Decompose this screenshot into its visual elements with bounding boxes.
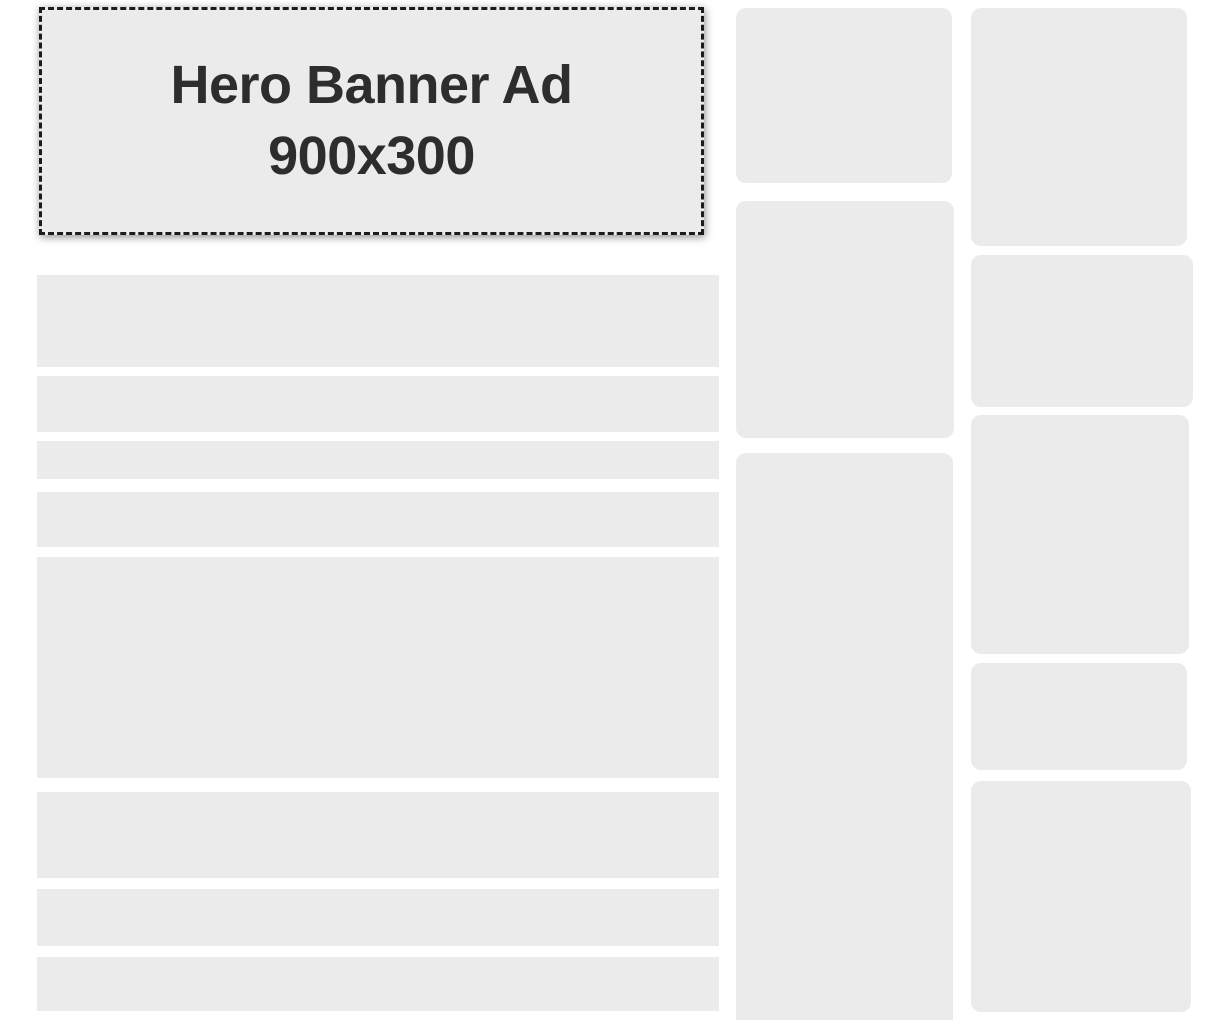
content-row-placeholder-3 [37,441,719,479]
content-row-placeholder-1 [37,275,719,367]
hero-banner-title: Hero Banner Ad [170,55,573,115]
right-card-placeholder-3 [971,415,1189,654]
right-card-placeholder-2 [971,255,1193,407]
hero-banner-size-label: 900x300 [268,126,475,186]
content-block-placeholder-5 [37,557,719,778]
right-card-placeholder-4 [971,663,1187,770]
middle-card-placeholder-1 [736,8,952,183]
content-row-placeholder-4 [37,492,719,547]
right-card-placeholder-5 [971,781,1191,1012]
content-row-placeholder-6 [37,792,719,878]
right-card-placeholder-1 [971,8,1187,246]
middle-card-placeholder-2 [736,201,954,438]
hero-banner-ad-slot[interactable]: Hero Banner Ad 900x300 [39,7,704,235]
content-row-placeholder-2 [37,376,719,432]
content-row-placeholder-7 [37,889,719,946]
content-row-placeholder-8 [37,957,719,1011]
middle-card-placeholder-3 [736,453,953,1020]
